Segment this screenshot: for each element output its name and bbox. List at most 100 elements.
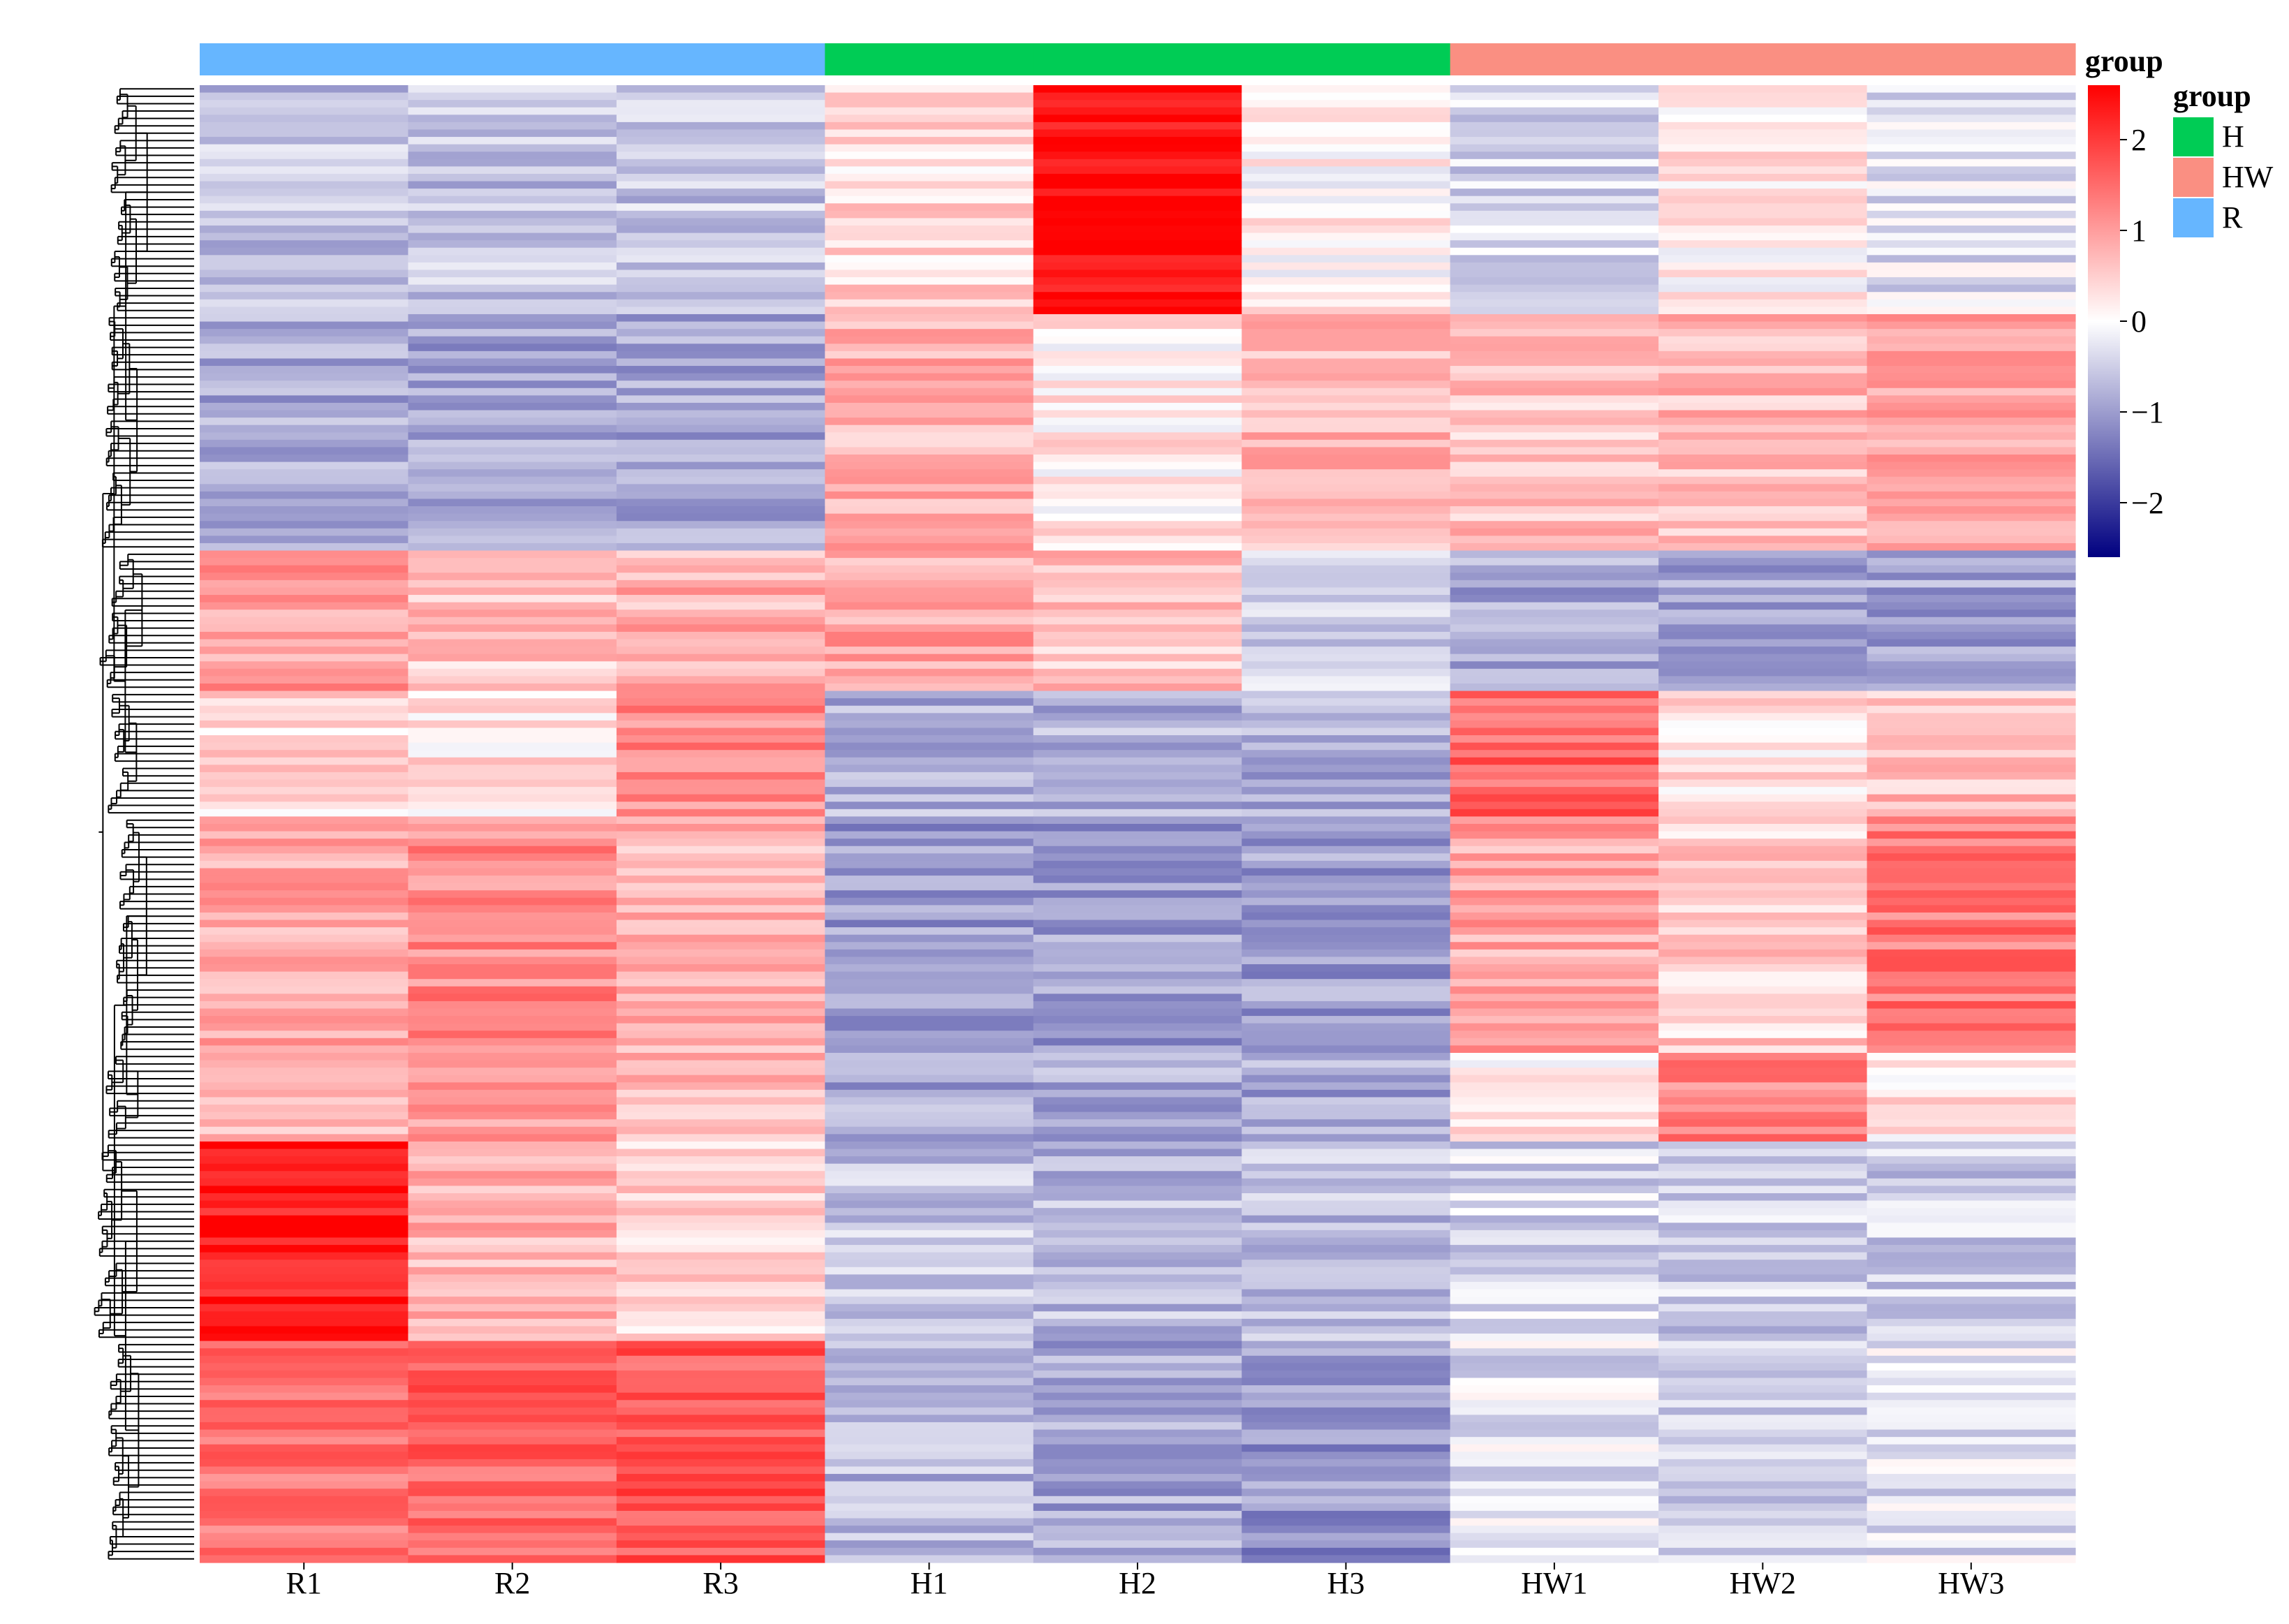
heatmap-cell — [1033, 1348, 1242, 1357]
heatmap-cell — [1658, 1444, 1868, 1452]
heatmap-cell — [1450, 794, 1659, 802]
heatmap-cell — [200, 1400, 409, 1408]
heatmap-cell — [616, 1134, 825, 1142]
heatmap-cell — [1450, 683, 1659, 692]
heatmap-cell — [1658, 255, 1868, 263]
heatmap-cell — [1658, 1311, 1868, 1320]
heatmap-cell — [616, 1267, 825, 1275]
heatmap-cell — [1033, 1134, 1242, 1142]
heatmap-cell — [1033, 1385, 1242, 1394]
heatmap-cell — [200, 1223, 409, 1231]
heatmap-cell — [1450, 506, 1659, 515]
heatmap-cell — [408, 484, 617, 492]
heatmap-cell — [1867, 639, 2076, 647]
heatmap-cell — [616, 839, 825, 847]
heatmap-cell — [1658, 166, 1868, 175]
heatmap-cell — [1867, 1452, 2076, 1460]
heatmap-cell — [1033, 1326, 1242, 1334]
heatmap-cell — [616, 1452, 825, 1460]
heatmap-cell — [1033, 181, 1242, 189]
heatmap-cell — [408, 1267, 617, 1275]
heatmap-cell — [1242, 506, 1451, 515]
heatmap-cell — [408, 794, 617, 802]
heatmap-cell — [1658, 1223, 1868, 1231]
heatmap-cell — [1658, 292, 1868, 300]
heatmap-cell — [408, 115, 617, 123]
heatmap-cell — [1033, 1334, 1242, 1342]
heatmap-cell — [1867, 85, 2076, 94]
heatmap-cell — [616, 455, 825, 463]
heatmap-cell — [1867, 1281, 2076, 1290]
heatmap-cell — [1242, 1215, 1451, 1223]
heatmap-cell — [1450, 536, 1659, 544]
heatmap-cell — [1450, 1082, 1659, 1091]
heatmap-cell — [825, 1496, 1034, 1504]
heatmap-cell — [825, 787, 1034, 795]
heatmap-cell — [825, 691, 1034, 699]
group-legend-label-hw: HW — [2222, 160, 2274, 194]
heatmap-cell — [1450, 1474, 1659, 1482]
heatmap-cell — [1450, 173, 1659, 182]
heatmap-cell — [1242, 1422, 1451, 1431]
heatmap-cell — [1658, 971, 1868, 980]
heatmap-cell — [1867, 757, 2076, 765]
heatmap-cell — [200, 890, 409, 899]
heatmap-cell — [1450, 897, 1659, 906]
heatmap-cell — [1658, 232, 1868, 241]
heatmap-cell — [1867, 927, 2076, 936]
heatmap-cell — [616, 1163, 825, 1172]
heatmap-cell — [200, 905, 409, 913]
heatmap-cell — [1450, 107, 1659, 115]
heatmap-cell — [1867, 720, 2076, 729]
heatmap-cell — [1867, 1533, 2076, 1541]
heatmap-cell — [1658, 934, 1868, 943]
heatmap-cell — [1450, 610, 1659, 618]
heatmap-cell — [616, 255, 825, 263]
heatmap-cell — [825, 158, 1034, 167]
heatmap-cell — [825, 1318, 1034, 1327]
heatmap-cell — [1033, 698, 1242, 707]
heatmap-cell — [1450, 809, 1659, 818]
heatmap-cell — [1867, 934, 2076, 943]
heatmap-cell — [1658, 1038, 1868, 1046]
heatmap-cell — [616, 1311, 825, 1320]
heatmap-cell — [408, 979, 617, 987]
heatmap-cell — [408, 218, 617, 226]
heatmap-cell — [825, 1267, 1034, 1275]
heatmap-cell — [200, 1481, 409, 1489]
heatmap-cell — [1867, 432, 2076, 441]
heatmap-cell — [408, 189, 617, 197]
heatmap-cell — [1242, 1334, 1451, 1342]
heatmap-cell — [1242, 964, 1451, 973]
heatmap-cell — [1658, 1260, 1868, 1268]
heatmap-cell — [200, 971, 409, 980]
heatmap-cell — [1450, 1437, 1659, 1445]
heatmap-cell — [1658, 1052, 1868, 1061]
heatmap-cell — [1033, 232, 1242, 241]
heatmap-cell — [1658, 986, 1868, 994]
heatmap-cell — [408, 1526, 617, 1534]
heatmap-cell — [1033, 1245, 1242, 1253]
heatmap-cell — [1658, 1297, 1868, 1305]
heatmap-cell — [1242, 647, 1451, 655]
heatmap-cell — [1658, 195, 1868, 204]
heatmap-cell — [1033, 1444, 1242, 1452]
heatmap-cell — [825, 1023, 1034, 1031]
heatmap-cell — [825, 1134, 1034, 1142]
heatmap-cell — [1867, 683, 2076, 692]
heatmap-cell — [825, 455, 1034, 463]
heatmap-cell — [1658, 1481, 1868, 1489]
heatmap-cell — [616, 1245, 825, 1253]
heatmap-cell — [1450, 750, 1659, 758]
heatmap-cell — [1033, 742, 1242, 751]
heatmap-cell — [1867, 1149, 2076, 1157]
heatmap-cell — [200, 1082, 409, 1091]
heatmap-cell — [1033, 647, 1242, 655]
heatmap-cell — [200, 1540, 409, 1549]
heatmap-cell — [1867, 1208, 2076, 1216]
heatmap-cell — [200, 580, 409, 589]
heatmap-cell — [1658, 1171, 1868, 1179]
heatmap-cell — [825, 173, 1034, 182]
heatmap-cell — [1033, 1355, 1242, 1364]
heatmap-cell — [616, 166, 825, 175]
